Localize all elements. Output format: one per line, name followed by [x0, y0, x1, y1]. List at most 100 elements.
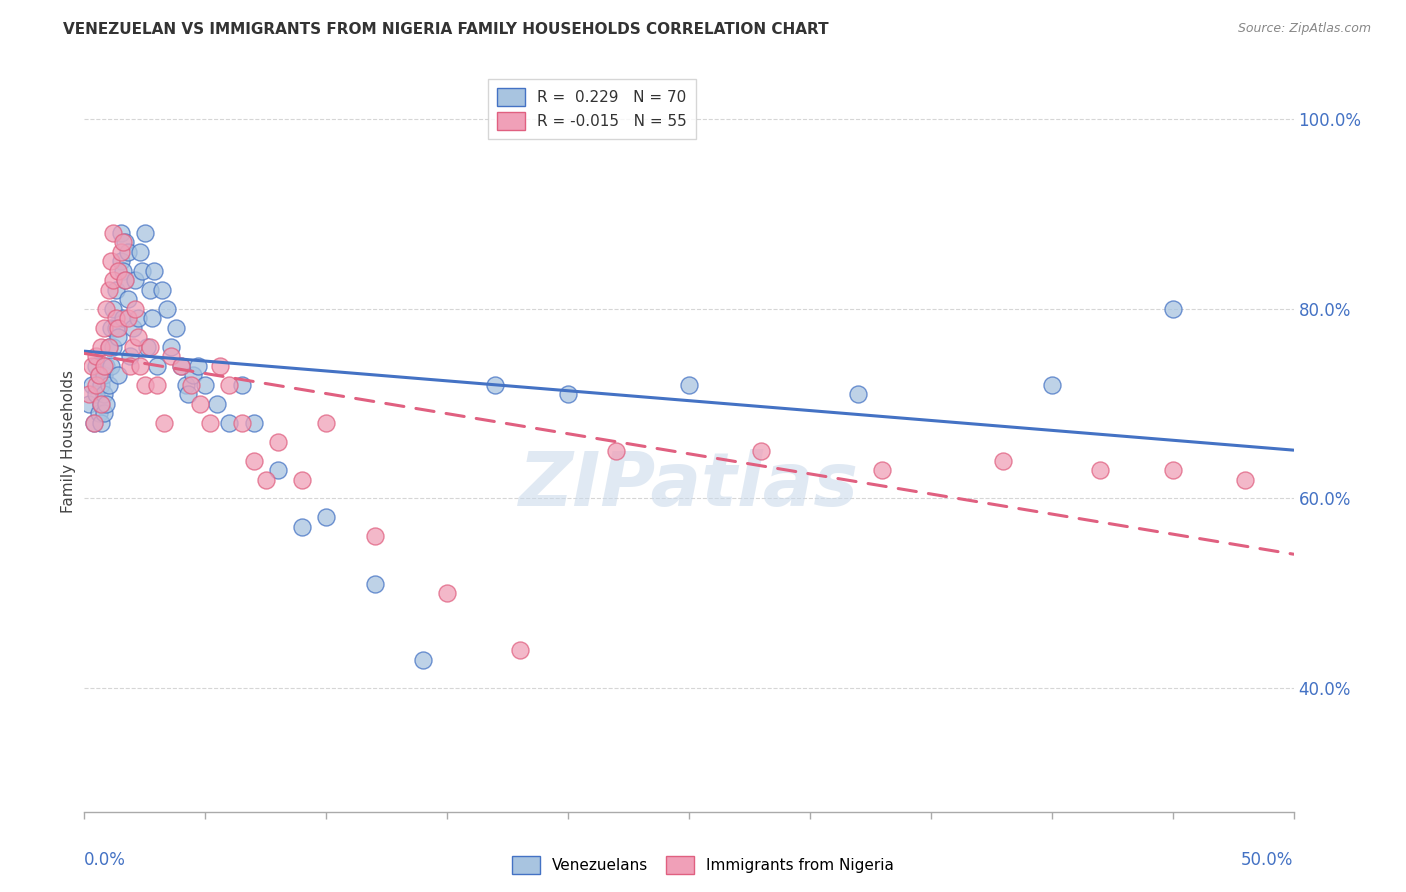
Point [846, 387, 869, 401]
Point [751, 444, 773, 458]
Point [87, 406, 110, 420]
Point [127, 330, 149, 344]
Point [1040, 377, 1063, 392]
Point [1234, 473, 1257, 487]
Point [90, 396, 112, 410]
Point [114, 273, 136, 287]
Point [131, 263, 153, 277]
Point [77, 396, 100, 410]
Point [86, 387, 108, 401]
Point [146, 359, 169, 373]
Point [242, 416, 264, 430]
Point [93, 387, 115, 401]
Point [267, 463, 290, 477]
Point [87, 368, 110, 383]
Point [170, 359, 193, 373]
Point [87, 368, 110, 383]
Point [129, 244, 152, 259]
Point [242, 453, 264, 467]
Point [363, 529, 385, 543]
Point [94, 396, 117, 410]
Point [231, 377, 253, 392]
Point [100, 254, 122, 268]
Point [291, 520, 314, 534]
Point [121, 320, 143, 334]
Point [80, 359, 103, 373]
Point [557, 387, 579, 401]
Point [93, 320, 115, 334]
Point [363, 577, 385, 591]
Point [1088, 463, 1111, 477]
Point [86, 377, 108, 392]
Point [90, 340, 112, 354]
Point [136, 340, 159, 354]
Point [93, 368, 115, 383]
Point [114, 235, 136, 250]
Point [155, 301, 177, 316]
Point [134, 377, 156, 392]
Point [83, 416, 105, 430]
Text: VENEZUELAN VS IMMIGRANTS FROM NIGERIA FAMILY HOUSEHOLDS CORRELATION CHART: VENEZUELAN VS IMMIGRANTS FROM NIGERIA FA… [63, 22, 830, 37]
Point [103, 301, 125, 316]
Point [86, 359, 108, 373]
Point [509, 643, 531, 657]
Point [104, 311, 127, 326]
Point [97, 377, 120, 392]
Point [117, 292, 139, 306]
Point [170, 359, 193, 373]
Point [117, 311, 139, 326]
Point [104, 283, 127, 297]
Point [103, 340, 125, 354]
Point [112, 311, 135, 326]
Point [138, 283, 160, 297]
Point [993, 453, 1015, 467]
Point [110, 226, 132, 240]
Point [177, 387, 200, 401]
Point [160, 340, 183, 354]
Point [86, 349, 108, 363]
Point [436, 586, 458, 600]
Point [121, 340, 143, 354]
Point [107, 368, 129, 383]
Point [218, 416, 240, 430]
Point [112, 235, 135, 250]
Point [90, 396, 112, 410]
Point [412, 653, 434, 667]
Point [291, 473, 314, 487]
Point [110, 254, 132, 268]
Point [315, 416, 337, 430]
Point [181, 368, 204, 383]
Point [120, 349, 142, 363]
Point [120, 359, 142, 373]
Point [605, 444, 627, 458]
Point [107, 320, 129, 334]
Point [1161, 463, 1184, 477]
Point [165, 320, 187, 334]
Text: ZIPatlas: ZIPatlas [519, 450, 859, 523]
Point [97, 340, 120, 354]
Point [110, 244, 132, 259]
Point [97, 340, 120, 354]
Text: 0.0%: 0.0% [84, 851, 127, 869]
Point [208, 359, 231, 373]
Point [190, 396, 212, 410]
Point [150, 283, 173, 297]
Point [153, 416, 176, 430]
Point [103, 226, 125, 240]
Point [100, 359, 122, 373]
Point [94, 359, 117, 373]
Point [127, 311, 149, 326]
Text: 50.0%: 50.0% [1241, 851, 1294, 869]
Point [180, 377, 202, 392]
Point [678, 377, 700, 392]
Point [107, 330, 129, 344]
Point [160, 349, 183, 363]
Point [143, 263, 166, 277]
Point [146, 377, 169, 392]
Point [104, 320, 127, 334]
Point [124, 273, 146, 287]
Legend: Venezuelans, Immigrants from Nigeria: Venezuelans, Immigrants from Nigeria [506, 850, 900, 880]
Point [174, 377, 197, 392]
Point [484, 377, 506, 392]
Point [872, 463, 894, 477]
